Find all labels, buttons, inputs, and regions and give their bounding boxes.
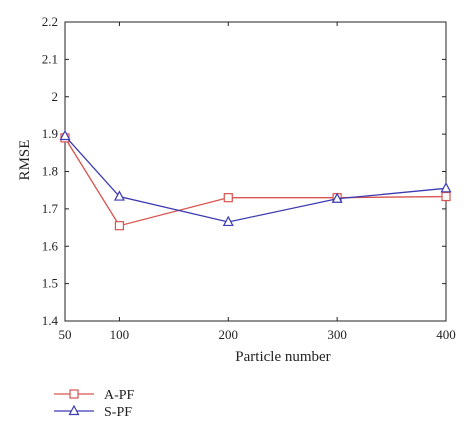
data-point (441, 191, 451, 202)
series-s-pf (59, 129, 452, 227)
x-tick-label: 400 (436, 327, 456, 342)
y-axis-title: RMSE (17, 140, 33, 181)
data-point (113, 190, 125, 201)
x-axis-title: Particle number (235, 349, 330, 365)
legend-label: S-PF (104, 405, 132, 420)
y-tick-label: 1.5 (42, 276, 58, 291)
legend-item: S-PF (54, 404, 132, 420)
series-line (64, 137, 447, 227)
legend-marker (68, 404, 80, 416)
data-point (222, 215, 234, 227)
legend-marker (69, 389, 79, 399)
y-axis: 1.4 1.5 1.6 1.7 1.8 1.9 2 2.1 2.2 (42, 14, 446, 328)
y-tick-label: 1.6 (42, 238, 59, 253)
data-point (59, 129, 71, 141)
data-point (331, 192, 343, 203)
plot-frame (64, 21, 447, 322)
y-tick-label: 2.1 (42, 51, 58, 66)
legend: A-PF S-PF (54, 388, 135, 420)
x-axis: 50 100 200 300 400 (59, 22, 456, 342)
data-point (440, 182, 452, 193)
series-a-pf (60, 133, 451, 231)
y-tick-label: 1.9 (42, 126, 58, 141)
y-tick-label: 1.7 (42, 201, 59, 216)
y-tick-label: 1.4 (42, 313, 59, 328)
data-point (223, 193, 233, 203)
series-line (64, 135, 447, 223)
x-tick-label: 50 (59, 327, 72, 342)
y-tick-label: 2 (52, 89, 59, 104)
y-tick-label: 1.8 (42, 164, 58, 179)
x-tick-label: 300 (327, 327, 347, 342)
legend-item: A-PF (54, 388, 135, 403)
legend-label: A-PF (104, 388, 135, 403)
y-tick-label: 2.2 (42, 14, 58, 29)
data-point (114, 221, 125, 231)
series-layer (59, 129, 452, 231)
x-tick-label: 200 (219, 327, 239, 342)
x-tick-label: 100 (110, 327, 130, 342)
